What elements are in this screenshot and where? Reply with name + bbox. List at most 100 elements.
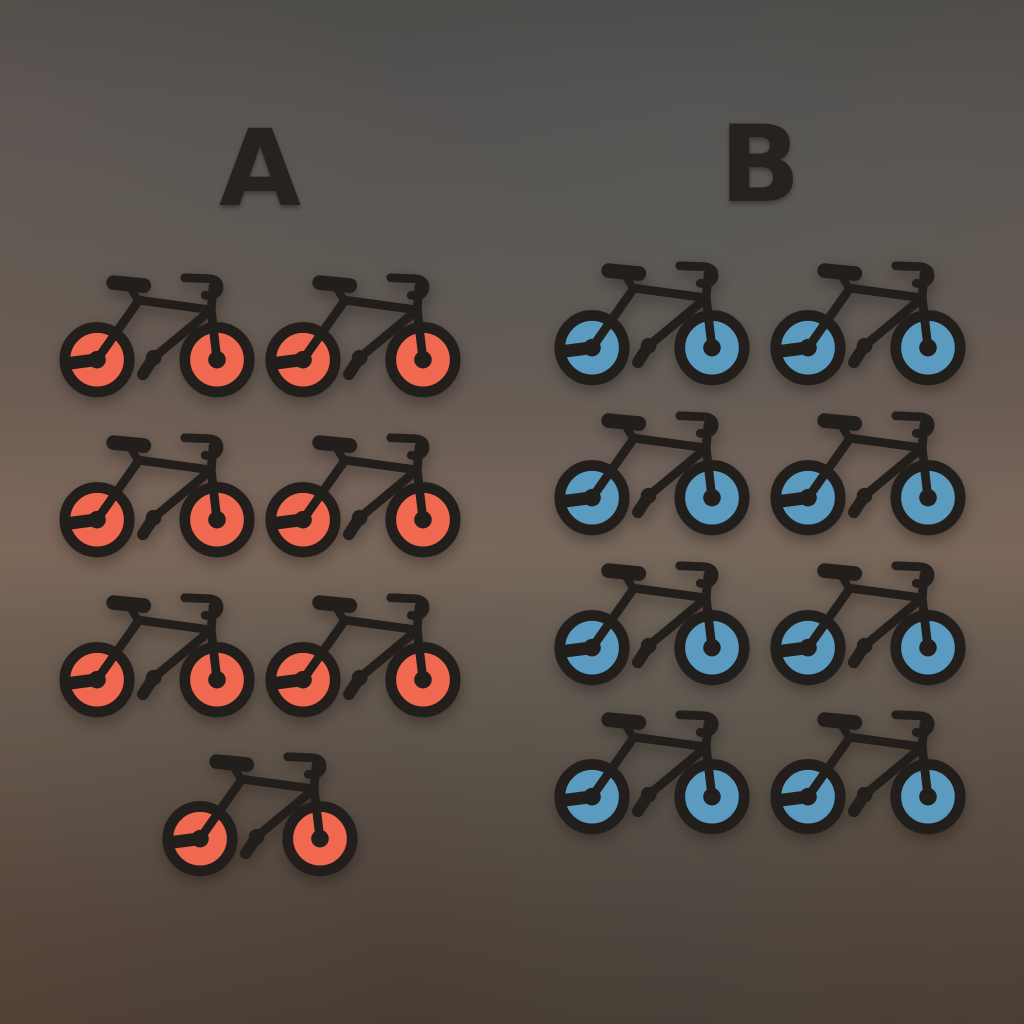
handlebar bbox=[386, 273, 430, 301]
seat-post bbox=[126, 443, 142, 465]
seat-tube bbox=[298, 296, 350, 365]
bike-row bbox=[58, 747, 462, 879]
front-hub bbox=[414, 351, 432, 369]
rear-hub bbox=[583, 788, 601, 806]
seat-tube bbox=[803, 284, 855, 353]
front-hub bbox=[703, 638, 721, 657]
bike-row bbox=[58, 428, 462, 560]
group-b: B bbox=[553, 103, 967, 837]
bottom-bracket bbox=[856, 338, 873, 354]
rear-hub bbox=[799, 638, 817, 657]
rear-hub bbox=[799, 788, 817, 806]
bottom-bracket bbox=[640, 487, 657, 504]
seat-tube bbox=[92, 296, 144, 365]
bottom-bracket bbox=[640, 637, 657, 654]
bicycle-icon bbox=[554, 560, 750, 685]
seat-tube bbox=[195, 775, 247, 844]
seat-tube bbox=[587, 583, 639, 652]
bicycle-icon bbox=[554, 710, 750, 835]
front-hub bbox=[919, 488, 937, 507]
bicycle-icon bbox=[265, 592, 461, 717]
bottom-bracket bbox=[856, 487, 873, 504]
seat-tube bbox=[92, 615, 144, 684]
front-hub bbox=[208, 510, 226, 529]
bottom-bracket bbox=[248, 829, 265, 845]
handlebar bbox=[891, 261, 935, 289]
seat-tube bbox=[587, 433, 639, 503]
front-hub bbox=[703, 788, 721, 806]
bicycle-icon bbox=[59, 592, 255, 717]
group-a: A bbox=[58, 107, 462, 879]
seat-tube bbox=[803, 733, 855, 802]
seat-post bbox=[332, 443, 348, 465]
bike-row bbox=[58, 268, 462, 400]
front-hub bbox=[919, 788, 937, 806]
handlebar bbox=[675, 560, 719, 588]
seat-post bbox=[621, 571, 637, 592]
bike-row bbox=[553, 705, 967, 837]
bottom-bracket bbox=[856, 787, 873, 803]
seat-tube bbox=[298, 615, 350, 684]
bottom-bracket bbox=[145, 669, 162, 686]
handlebar bbox=[180, 592, 224, 620]
handlebar bbox=[283, 752, 327, 780]
group-b-label: B bbox=[719, 103, 801, 226]
bicycle-icon bbox=[554, 261, 750, 386]
bike-row bbox=[553, 256, 967, 388]
seat-post bbox=[332, 603, 348, 624]
handlebar bbox=[891, 710, 935, 738]
seat-post bbox=[621, 421, 637, 443]
bicycle-icon bbox=[265, 273, 461, 398]
handlebar bbox=[675, 710, 719, 738]
seat-post bbox=[126, 603, 142, 624]
seat-tube bbox=[92, 455, 144, 525]
handlebar bbox=[386, 433, 430, 460]
front-hub bbox=[919, 339, 937, 357]
handlebar bbox=[891, 411, 935, 438]
bottom-bracket bbox=[640, 338, 657, 354]
front-hub bbox=[414, 670, 432, 689]
rear-hub bbox=[294, 351, 312, 369]
seat-post bbox=[837, 571, 853, 592]
rear-hub bbox=[583, 488, 601, 507]
rear-hub bbox=[799, 488, 817, 507]
bike-row bbox=[58, 588, 462, 720]
bottom-bracket bbox=[145, 350, 162, 366]
bike-row bbox=[553, 406, 967, 538]
handlebar bbox=[386, 592, 430, 620]
handlebar bbox=[675, 411, 719, 438]
handlebar bbox=[180, 273, 224, 301]
front-hub bbox=[208, 670, 226, 689]
rear-hub bbox=[88, 670, 106, 689]
seat-post bbox=[332, 283, 348, 305]
bottom-bracket bbox=[145, 509, 162, 526]
seat-post bbox=[837, 720, 853, 742]
handlebar bbox=[180, 433, 224, 460]
rear-hub bbox=[88, 510, 106, 529]
bicycle-icon bbox=[59, 273, 255, 398]
front-hub bbox=[703, 339, 721, 357]
bicycle-icon bbox=[265, 433, 461, 558]
seat-post bbox=[126, 283, 142, 305]
seat-tube bbox=[298, 455, 350, 525]
rear-hub bbox=[583, 638, 601, 657]
bicycle-icon bbox=[770, 710, 966, 835]
front-hub bbox=[208, 351, 226, 369]
rear-hub bbox=[88, 351, 106, 369]
handlebar bbox=[891, 560, 935, 588]
bottom-bracket bbox=[351, 669, 368, 686]
group-a-label: A bbox=[218, 107, 302, 230]
rear-hub bbox=[583, 339, 601, 357]
seat-post bbox=[837, 271, 853, 293]
rear-hub bbox=[294, 510, 312, 529]
bicycle-icon bbox=[162, 752, 358, 877]
front-hub bbox=[414, 510, 432, 529]
seat-post bbox=[837, 421, 853, 443]
seat-post bbox=[229, 762, 245, 784]
seat-tube bbox=[803, 433, 855, 503]
seat-tube bbox=[803, 583, 855, 652]
bottom-bracket bbox=[856, 637, 873, 654]
bicycle-icon bbox=[770, 411, 966, 536]
bottom-bracket bbox=[351, 509, 368, 526]
bike-row bbox=[553, 556, 967, 688]
